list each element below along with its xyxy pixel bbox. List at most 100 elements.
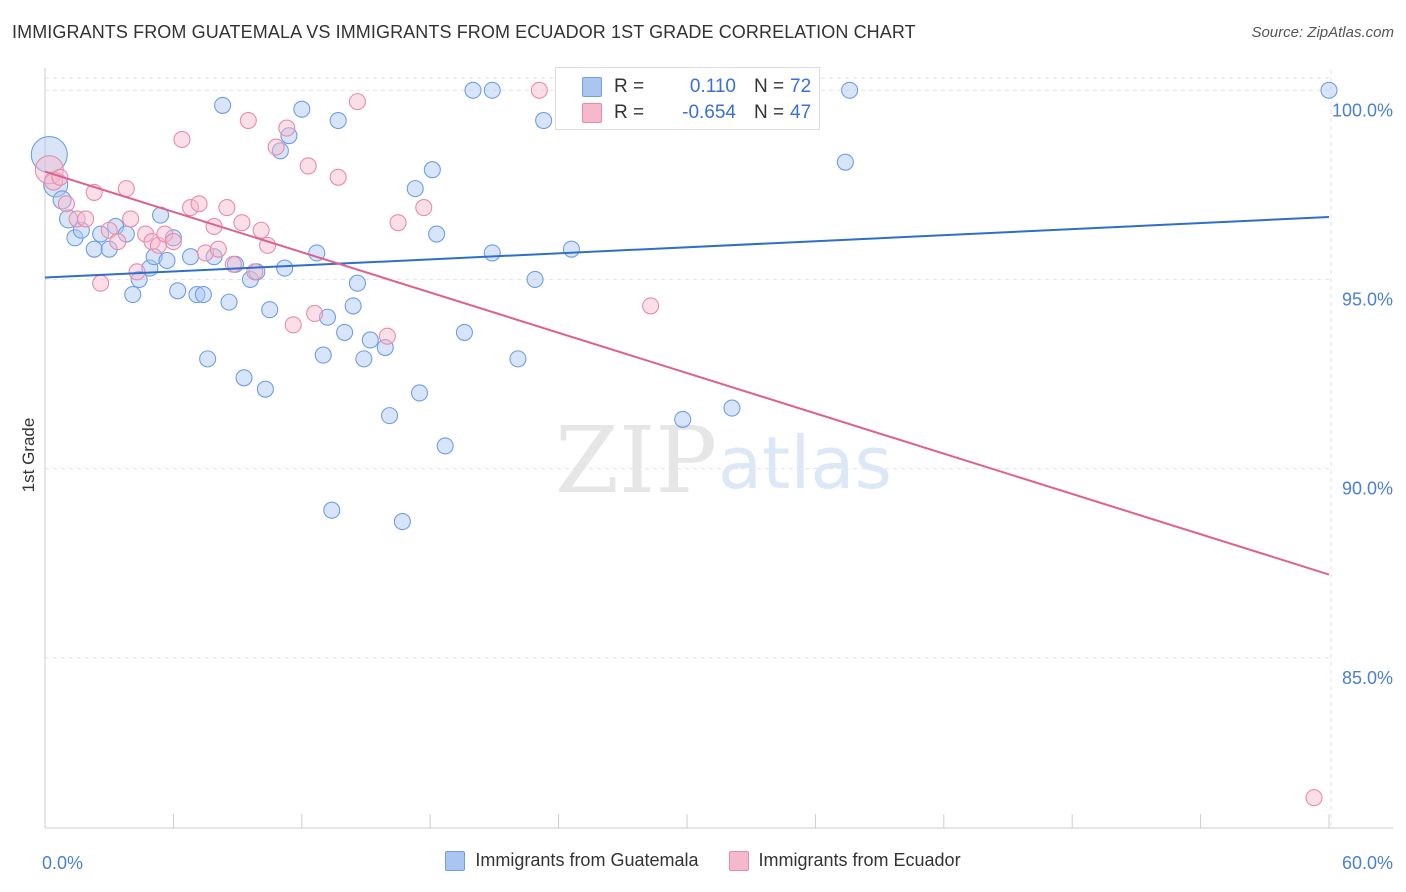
stats-row-guatemala: R = 0.110 N = 72 xyxy=(582,74,811,100)
data-point xyxy=(393,513,411,531)
data-point xyxy=(57,195,75,213)
data-point xyxy=(284,316,302,334)
tick-labels: 100.0% 95.0% 90.0% 85.0% 0.0% 60.0% xyxy=(42,100,1393,873)
data-point xyxy=(239,111,257,130)
chart-title: IMMIGRANTS FROM GUATEMALA VS IMMIGRANTS … xyxy=(12,22,916,42)
data-point xyxy=(181,198,200,217)
data-point xyxy=(509,350,527,368)
data-point xyxy=(122,210,140,228)
data-point xyxy=(483,81,501,99)
data-point xyxy=(158,251,176,270)
chart-source: Source: ZipAtlas.com xyxy=(1251,24,1394,41)
x-tick-label: 0.0% xyxy=(42,853,83,873)
data-point xyxy=(642,297,660,315)
data-point xyxy=(68,210,86,228)
legend: Immigrants from Guatemala Immigrants fro… xyxy=(0,850,1406,871)
data-point xyxy=(220,293,238,311)
correlation-stats-box: R = 0.110 N = 72 R = -0.654 N = 47 xyxy=(555,67,820,130)
trend-line-guatemala xyxy=(44,216,1330,279)
data-point xyxy=(85,240,103,258)
r-label: R = xyxy=(614,102,645,123)
data-point xyxy=(256,380,274,398)
data-point xyxy=(92,225,110,243)
data-point xyxy=(562,240,580,258)
y-tick-label: 95.0% xyxy=(1342,289,1393,309)
data-point xyxy=(348,274,366,292)
data-point xyxy=(246,263,264,281)
data-point xyxy=(436,437,454,455)
data-point xyxy=(233,214,251,232)
legend-label-guatemala: Immigrants from Guatemala xyxy=(475,850,699,870)
data-point xyxy=(415,198,433,217)
data-point xyxy=(323,501,341,519)
legend-swatch-ecuador xyxy=(728,850,749,871)
data-point xyxy=(261,301,279,319)
r-value: 0.110 xyxy=(689,76,736,97)
data-point xyxy=(235,369,253,387)
data-point xyxy=(329,111,347,130)
stats-swatch-guatemala xyxy=(582,77,602,97)
data-point xyxy=(1305,789,1323,807)
axes xyxy=(44,68,1393,829)
n-label: N = xyxy=(754,102,785,123)
watermark-atlas: atlas xyxy=(718,421,892,505)
data-point xyxy=(218,198,236,217)
data-point xyxy=(214,96,232,114)
data-point xyxy=(355,350,373,368)
data-point xyxy=(293,100,311,118)
data-point xyxy=(164,229,182,247)
data-point xyxy=(314,346,332,364)
watermark-zip: ZIP xyxy=(555,407,717,514)
data-point xyxy=(423,161,441,179)
legend-item-guatemala[interactable]: Immigrants from Guatemala xyxy=(445,850,699,871)
data-point xyxy=(72,221,90,239)
data-point xyxy=(117,180,135,198)
data-point xyxy=(378,327,396,345)
data-point xyxy=(318,308,337,326)
series-ecuador-points xyxy=(34,81,1323,807)
data-point xyxy=(674,410,692,428)
data-point xyxy=(190,195,208,213)
data-point xyxy=(455,323,473,341)
data-point xyxy=(196,244,215,262)
data-point xyxy=(181,248,200,266)
data-point xyxy=(306,304,324,323)
data-point xyxy=(194,286,212,304)
x-tick-label: 60.0% xyxy=(1342,853,1393,873)
data-point xyxy=(535,111,553,130)
data-point xyxy=(836,153,854,171)
data-point xyxy=(100,221,118,239)
r-value: -0.654 xyxy=(682,102,736,123)
y-tick-label: 90.0% xyxy=(1342,479,1393,499)
data-point xyxy=(406,180,424,198)
r-label: R = xyxy=(614,76,645,97)
stats-swatch-ecuador xyxy=(582,103,602,123)
data-point xyxy=(276,259,294,277)
n-value: 47 xyxy=(790,102,812,123)
n-value: 72 xyxy=(790,76,812,97)
data-point xyxy=(164,233,182,251)
n-label: N = xyxy=(754,76,785,97)
data-point xyxy=(188,286,206,304)
data-point xyxy=(344,297,362,315)
data-point xyxy=(173,130,191,148)
data-point xyxy=(252,221,270,239)
y-axis-label: 1st Grade xyxy=(19,418,38,493)
data-point xyxy=(92,274,110,292)
data-point xyxy=(389,214,407,232)
legend-item-ecuador[interactable]: Immigrants from Ecuador xyxy=(728,850,961,871)
data-point xyxy=(526,270,544,288)
data-point xyxy=(361,331,379,349)
watermark: ZIP atlas xyxy=(555,407,892,514)
trend-line-ecuador xyxy=(44,170,1330,576)
data-point xyxy=(380,407,399,425)
legend-label-ecuador: Immigrants from Ecuador xyxy=(758,850,961,870)
data-point xyxy=(1320,81,1338,99)
data-point xyxy=(336,323,354,341)
data-point xyxy=(841,81,859,99)
data-point xyxy=(124,286,142,304)
data-point xyxy=(299,157,317,175)
data-point xyxy=(410,384,429,402)
data-point xyxy=(329,168,347,186)
